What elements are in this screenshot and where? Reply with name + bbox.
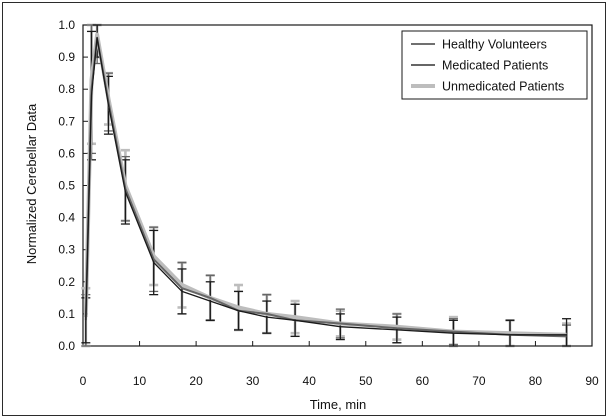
y-tick-label: 0.7 bbox=[58, 114, 75, 128]
y-axis-title: Normalized Cerebellar Data bbox=[24, 103, 39, 264]
y-tick-label: 0.0 bbox=[58, 339, 75, 353]
x-tick-label: 0 bbox=[80, 374, 87, 388]
x-tick-label: 50 bbox=[359, 374, 373, 388]
x-tick-label: 80 bbox=[529, 374, 543, 388]
legend-label: Unmedicated Patients bbox=[442, 80, 564, 94]
x-tick-label: 70 bbox=[472, 374, 486, 388]
series-lines bbox=[83, 32, 567, 338]
x-tick-label: 30 bbox=[246, 374, 260, 388]
y-tick-label: 0.2 bbox=[58, 275, 75, 289]
y-tick-label: 1.0 bbox=[58, 18, 75, 32]
y-tick-label: 0.1 bbox=[58, 307, 75, 321]
y-tick-label: 0.9 bbox=[58, 50, 75, 64]
y-tick-label: 0.6 bbox=[58, 146, 75, 160]
y-tick-label: 0.8 bbox=[58, 82, 75, 96]
legend: Healthy Volunteers Medicated Patients Unme… bbox=[401, 30, 588, 100]
x-tick-label: 20 bbox=[189, 374, 203, 388]
x-tick-label: 90 bbox=[585, 374, 599, 388]
y-tick-label: 0.5 bbox=[58, 179, 75, 193]
legend-label: Medicated Patients bbox=[442, 59, 548, 73]
y-tick-label: 0.3 bbox=[58, 243, 75, 257]
x-tick-label: 60 bbox=[416, 374, 430, 388]
legend-label: Healthy Volunteers bbox=[442, 38, 547, 52]
x-axis-title: Time, min bbox=[310, 397, 367, 412]
series-line-healthy-volunteers bbox=[85, 37, 567, 336]
x-tick-label: 40 bbox=[303, 374, 317, 388]
axes: 0 10 20 30 40 50 60 70 80 90 0.0 0.1 0.2 0.3 0.4 0.5 0.6… bbox=[58, 18, 599, 388]
y-tick-label: 0.4 bbox=[58, 211, 75, 225]
x-tick-label: 10 bbox=[133, 374, 147, 388]
